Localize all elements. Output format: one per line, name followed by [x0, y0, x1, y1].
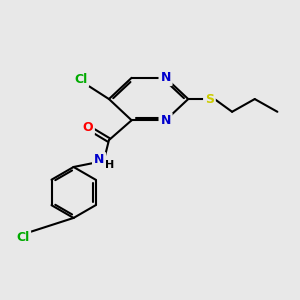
- Text: S: S: [205, 92, 214, 106]
- Text: N: N: [94, 153, 104, 167]
- Text: Cl: Cl: [74, 73, 87, 86]
- Text: Cl: Cl: [16, 231, 29, 244]
- Text: O: O: [82, 121, 93, 134]
- Text: N: N: [160, 114, 171, 127]
- Text: N: N: [160, 71, 171, 84]
- Text: H: H: [105, 160, 114, 170]
